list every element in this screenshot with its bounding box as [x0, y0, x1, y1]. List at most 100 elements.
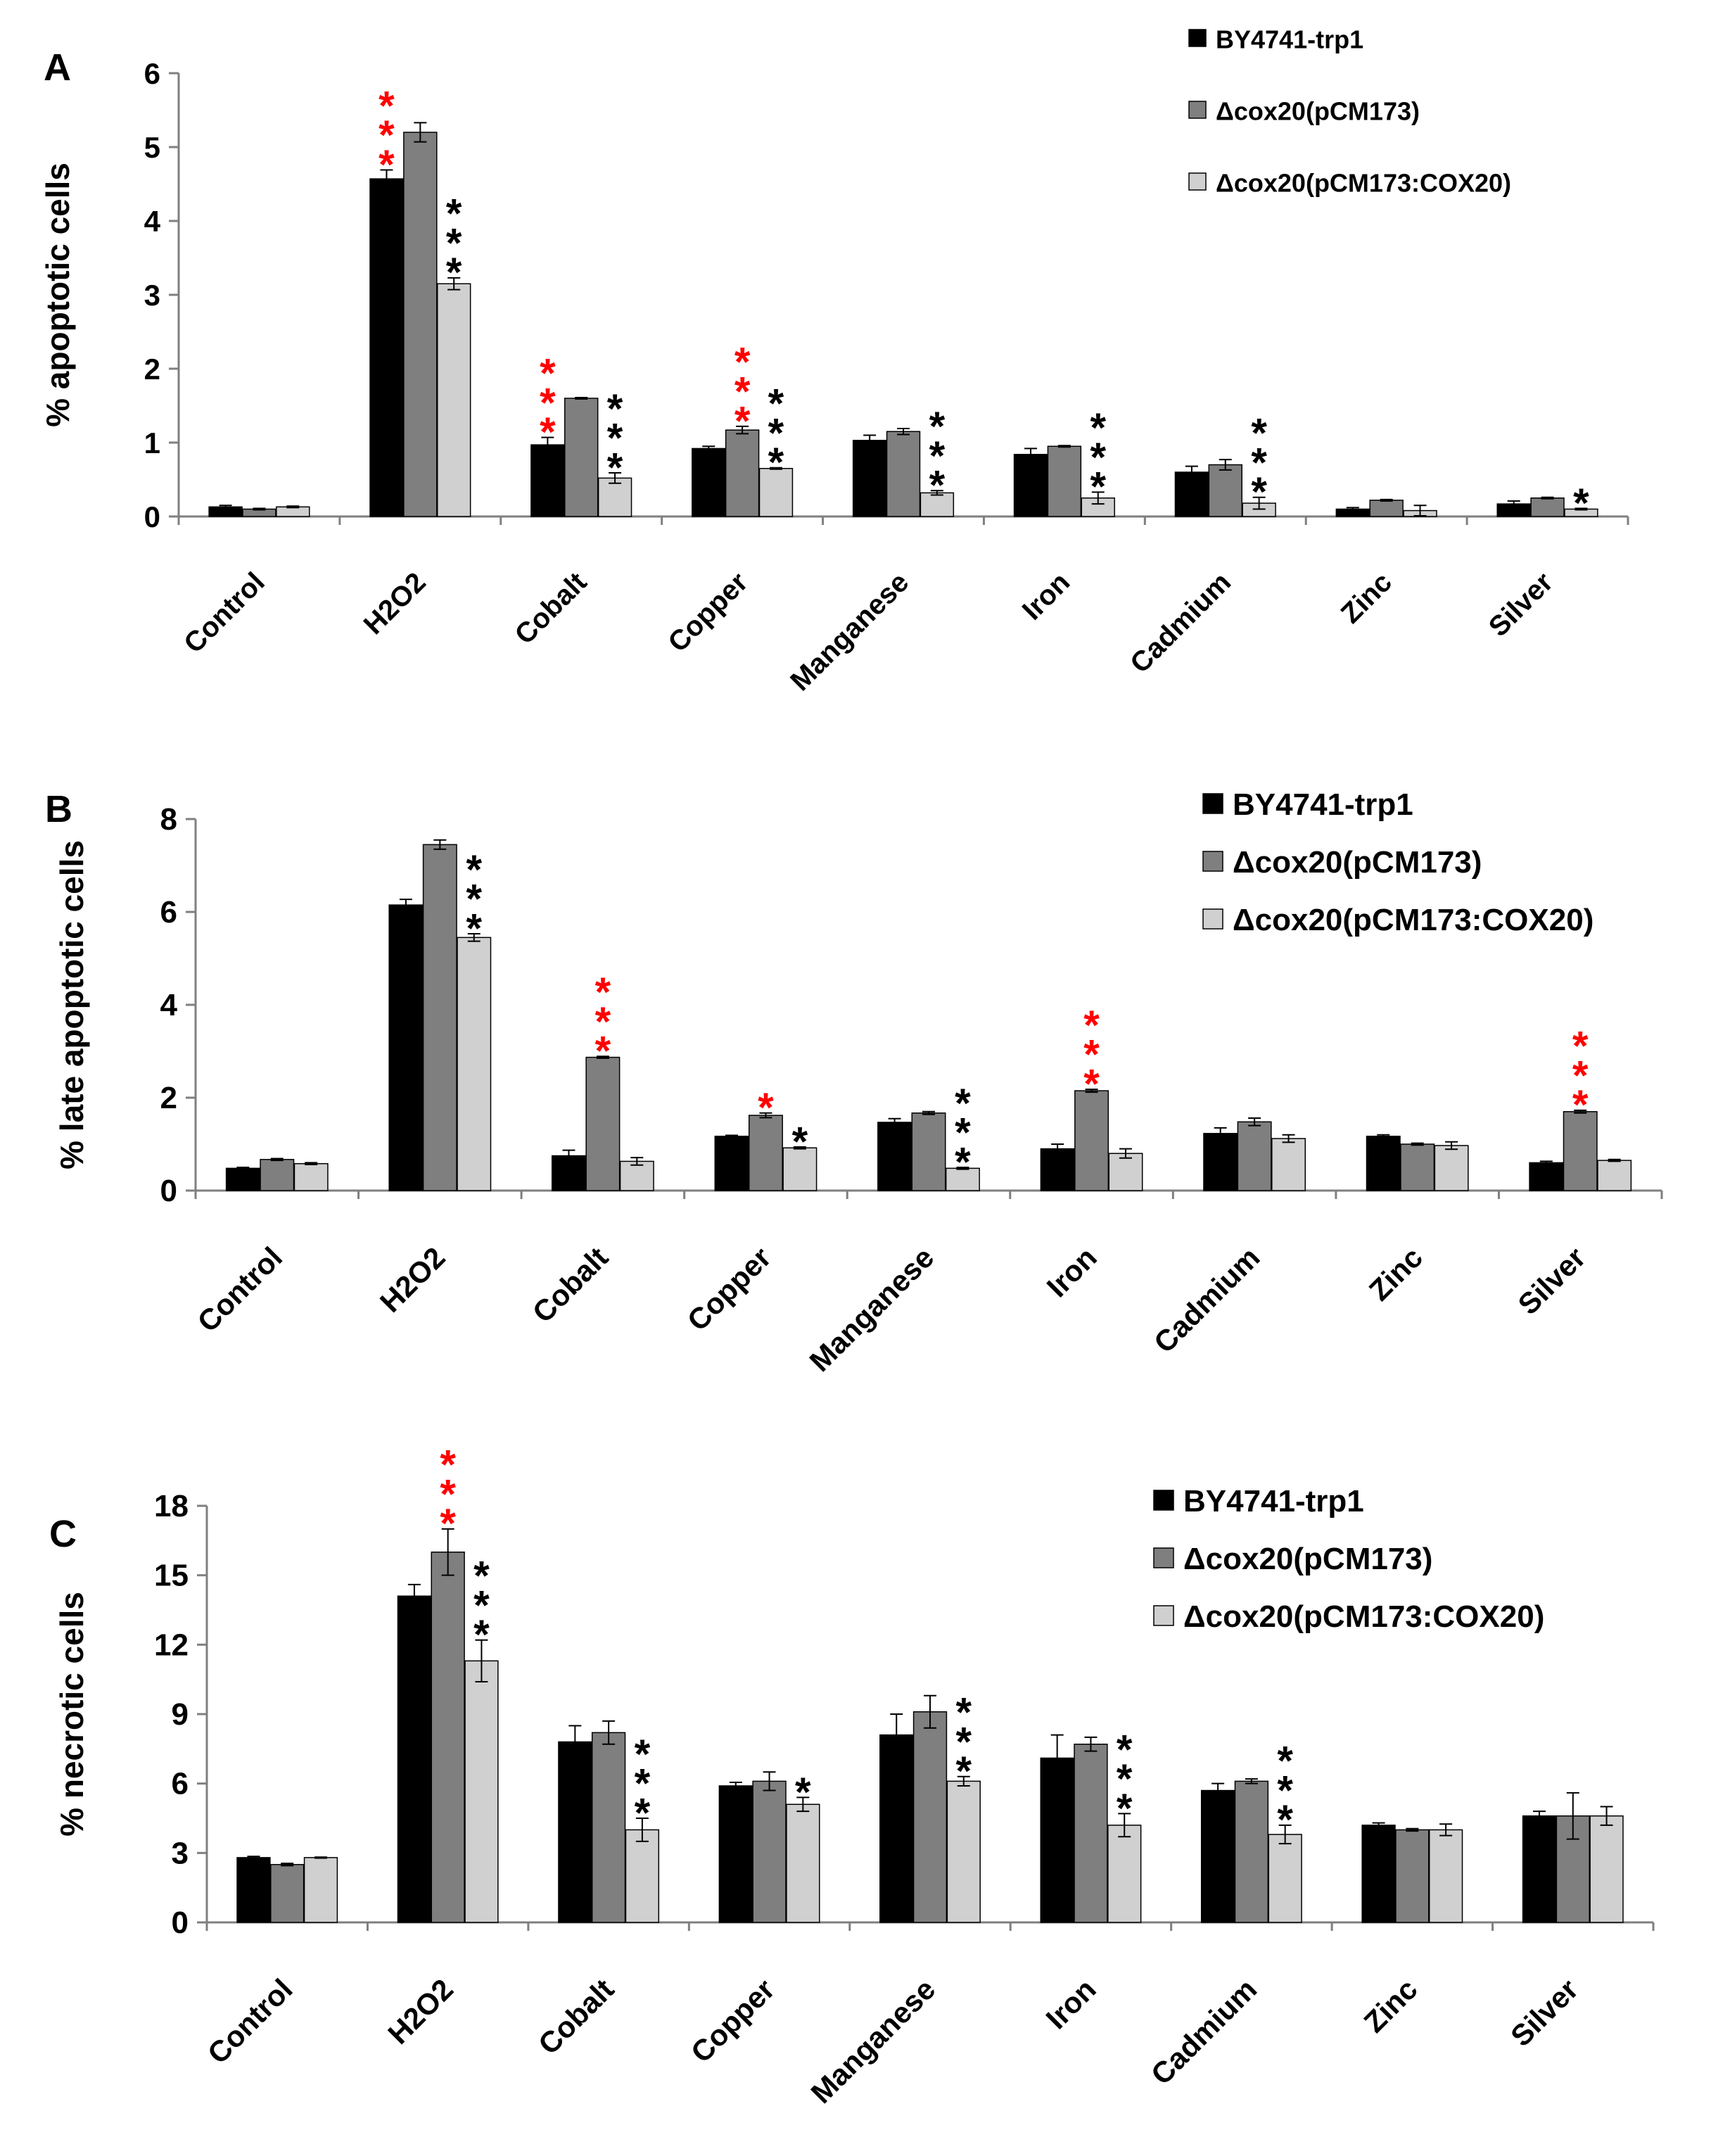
significance-star: * [473, 1583, 490, 1628]
bar [1369, 500, 1404, 517]
y-tick-label: 8 [160, 802, 177, 837]
y-tick-label: 2 [160, 1081, 177, 1115]
bar [945, 1167, 980, 1191]
bar [530, 444, 565, 517]
y-tick-label: 4 [144, 205, 161, 238]
bar [1271, 1138, 1306, 1191]
bar [912, 1711, 948, 1923]
significance-star: * [635, 1732, 651, 1777]
significance-star: * [768, 440, 784, 486]
significance-star: * [607, 386, 623, 432]
legend-label: BY4741-trp1 [1183, 1484, 1364, 1518]
bar [877, 1122, 912, 1191]
bar [293, 1162, 329, 1191]
bar [558, 1741, 592, 1923]
bar [1200, 1789, 1235, 1923]
bar [718, 1785, 753, 1923]
significance-star: * [955, 1719, 972, 1765]
y-tick-label: 4 [160, 988, 178, 1022]
significance-star: * [540, 410, 556, 455]
bar [225, 1167, 260, 1191]
y-axis-label: % late apoptotic cells [53, 840, 90, 1169]
bar [1074, 1090, 1109, 1191]
bar [1400, 1143, 1435, 1191]
bar [1107, 1825, 1142, 1923]
bar [270, 1864, 305, 1923]
bar [1237, 1121, 1272, 1191]
significance-star: * [446, 250, 462, 296]
panel-label: B [45, 788, 72, 830]
significance-star: * [446, 220, 462, 266]
bar [886, 431, 921, 517]
y-tick-label: 6 [144, 57, 160, 90]
significance-star: * [466, 847, 482, 893]
bar [1040, 1757, 1074, 1923]
legend-label: Δcox20(pCM173) [1216, 96, 1420, 125]
legend-swatch [1202, 851, 1223, 872]
category-label: Copper [662, 566, 753, 658]
significance-star: * [1251, 469, 1267, 515]
category-label: Manganese [804, 1972, 941, 2110]
legend-swatch [1188, 172, 1207, 191]
significance-star: * [446, 191, 462, 237]
category-label: Manganese [784, 566, 915, 697]
bar [786, 1803, 820, 1923]
significance-star: * [595, 970, 611, 1015]
bar [852, 440, 887, 517]
significance-star: * [1572, 1024, 1589, 1070]
significance-star: * [734, 340, 751, 386]
bar [464, 1660, 499, 1923]
significance-star: * [607, 416, 623, 462]
significance-star: * [540, 350, 556, 396]
bar [1589, 1815, 1624, 1923]
legend-swatch [1202, 908, 1223, 930]
significance-star: * [758, 1085, 774, 1131]
category-label: Cadmium [1145, 1972, 1264, 2091]
chart-panel-A: A% apoptotic cells0123456***************… [39, 25, 1629, 697]
bar [1208, 464, 1242, 517]
category-label: Control [191, 1241, 288, 1338]
significance-star: * [1117, 1727, 1133, 1773]
legend-swatch [1188, 29, 1207, 47]
y-tick-label: 0 [172, 1905, 189, 1940]
y-tick-label: 5 [144, 131, 160, 164]
bar [564, 398, 599, 517]
bar [692, 448, 726, 517]
bar [1366, 1136, 1401, 1191]
bar [911, 1112, 946, 1191]
significance-star: * [1277, 1739, 1293, 1784]
bar [946, 1780, 981, 1923]
significance-star: * [1251, 411, 1267, 457]
bar [758, 468, 794, 517]
bar [436, 283, 471, 517]
legend: BY4741-trp1 Δcox20(pCM173) Δcox20(pCM173:C… [1188, 25, 1511, 197]
significance-star: * [1117, 1786, 1133, 1832]
significance-star: * [473, 1554, 490, 1599]
significance-star: * [792, 1119, 808, 1165]
legend-label: BY4741-trp1 [1233, 787, 1413, 822]
legend-swatch [1202, 793, 1223, 814]
category-label: Cobalt [526, 1241, 615, 1329]
y-tick-label: 6 [160, 895, 177, 930]
significance-star: * [929, 463, 946, 509]
category-label: Iron [1017, 566, 1076, 626]
category-label: Cobalt [532, 1972, 621, 2061]
category-label: Cadmium [1147, 1241, 1266, 1359]
bar [748, 1115, 783, 1191]
y-tick-label: 9 [172, 1697, 189, 1732]
bar [714, 1136, 749, 1191]
legend-label: BY4741-trp1 [1216, 25, 1363, 53]
bar [1563, 1111, 1598, 1191]
significance-star: * [1083, 1003, 1100, 1048]
significance-star: * [929, 404, 946, 450]
bar [879, 1734, 914, 1923]
significance-star: * [379, 142, 395, 188]
significance-star: * [466, 906, 482, 951]
bar [782, 1147, 818, 1191]
y-tick-label: 6 [172, 1767, 189, 1801]
y-axis-label: % necrotic cells [53, 1592, 90, 1837]
bar [1530, 497, 1565, 517]
significance-star: * [929, 433, 946, 479]
significance-star: * [795, 1770, 811, 1815]
